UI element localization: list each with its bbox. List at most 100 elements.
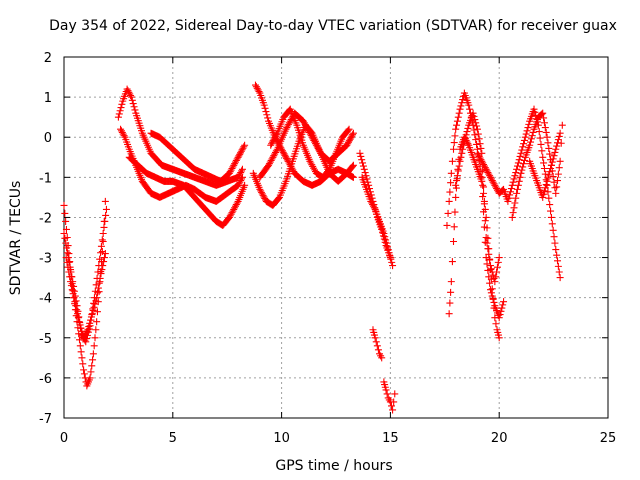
x-tick-label: 20 xyxy=(491,431,508,446)
data-point xyxy=(359,162,367,170)
data-point xyxy=(231,202,239,210)
data-point xyxy=(270,152,278,160)
data-point xyxy=(386,252,394,260)
data-point xyxy=(547,213,555,221)
data-point xyxy=(369,202,377,210)
data-point xyxy=(61,209,69,217)
data-point xyxy=(238,167,246,175)
x-tick-labels: 0 5 10 15 20 25 xyxy=(60,431,616,446)
data-point xyxy=(553,142,561,150)
data-point xyxy=(93,318,101,326)
data-point xyxy=(488,285,496,293)
data-point xyxy=(531,108,539,116)
data-point xyxy=(540,119,548,127)
data-point xyxy=(299,117,307,125)
y-tick-label: -3 xyxy=(39,252,52,267)
data-point xyxy=(94,289,102,297)
data-point xyxy=(88,362,96,370)
data-point xyxy=(370,204,378,212)
series-arc-d xyxy=(114,85,246,189)
data-point xyxy=(555,164,563,172)
data-point xyxy=(117,104,125,112)
data-point xyxy=(315,146,323,154)
data-point xyxy=(454,167,462,175)
data-point xyxy=(382,386,390,394)
data-point xyxy=(540,159,548,167)
data-point xyxy=(555,268,563,276)
data-point xyxy=(476,154,484,162)
data-point xyxy=(257,187,265,195)
data-point xyxy=(530,105,538,113)
data-point xyxy=(452,193,460,201)
data-point xyxy=(234,181,242,189)
y-tick-label: -4 xyxy=(39,292,52,307)
data-point xyxy=(96,255,104,263)
data-point xyxy=(60,201,68,209)
data-point xyxy=(256,185,264,193)
data-point xyxy=(474,130,482,138)
data-point xyxy=(553,183,561,191)
data-point xyxy=(302,122,310,130)
data-point xyxy=(472,136,480,144)
series-arc-c xyxy=(62,250,109,342)
data-point xyxy=(361,169,369,177)
data-point xyxy=(77,348,85,356)
data-point xyxy=(483,260,491,268)
data-point xyxy=(86,374,94,382)
data-point xyxy=(102,211,110,219)
data-point xyxy=(98,266,106,274)
data-point xyxy=(391,390,399,398)
data-point xyxy=(269,137,277,145)
data-point xyxy=(480,162,488,170)
data-point xyxy=(551,184,559,192)
data-point xyxy=(485,273,493,281)
data-point xyxy=(117,125,125,133)
data-point xyxy=(265,161,273,169)
data-point xyxy=(478,177,486,185)
data-point xyxy=(359,159,367,167)
data-point xyxy=(372,338,380,346)
data-point xyxy=(493,185,501,193)
data-point xyxy=(486,262,494,270)
data-point xyxy=(485,170,493,178)
data-point xyxy=(282,154,290,162)
data-point xyxy=(485,250,493,258)
data-point xyxy=(263,111,271,119)
data-point xyxy=(129,100,137,108)
data-point xyxy=(510,175,518,183)
data-point xyxy=(549,173,557,181)
data-point xyxy=(385,249,393,257)
data-point xyxy=(505,194,513,202)
data-point xyxy=(447,288,455,296)
data-point xyxy=(241,141,249,149)
data-point xyxy=(492,273,500,281)
data-point xyxy=(356,149,364,157)
data-point xyxy=(82,338,90,346)
data-point xyxy=(278,147,286,155)
data-point xyxy=(509,178,517,186)
data-point xyxy=(283,156,291,164)
data-point xyxy=(88,310,96,318)
data-point xyxy=(260,101,268,109)
data-point xyxy=(239,144,247,152)
data-point xyxy=(545,194,553,202)
data-point xyxy=(62,217,70,225)
data-point xyxy=(233,199,241,207)
data-point xyxy=(540,114,548,122)
data-point xyxy=(544,188,552,196)
data-point xyxy=(514,181,522,189)
data-point xyxy=(547,207,555,215)
data-point xyxy=(280,150,288,158)
data-point xyxy=(480,160,488,168)
data-point xyxy=(535,128,543,136)
data-point xyxy=(539,109,547,117)
data-point xyxy=(382,236,390,244)
data-point xyxy=(226,212,234,220)
data-point xyxy=(237,147,245,155)
data-point xyxy=(550,178,558,186)
data-point xyxy=(513,162,521,170)
data-point xyxy=(511,172,519,180)
data-point xyxy=(517,169,525,177)
data-point xyxy=(349,131,357,139)
data-point xyxy=(227,166,235,174)
